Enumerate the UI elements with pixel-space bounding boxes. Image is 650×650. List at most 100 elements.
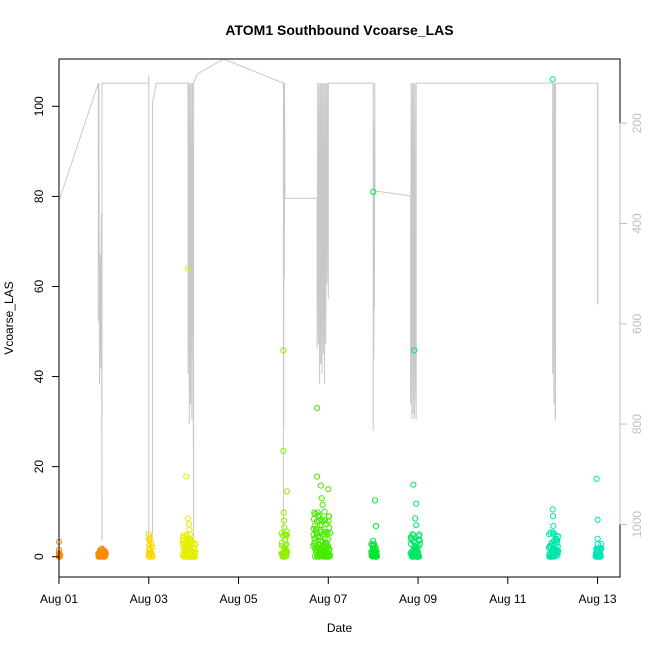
right-tick-label: 1000 bbox=[630, 511, 644, 538]
data-point bbox=[549, 513, 557, 520]
data-point bbox=[371, 497, 379, 504]
data-point bbox=[325, 486, 332, 493]
overlay-line-layer bbox=[59, 59, 599, 546]
y-axis: 0 20 40 60 80 100 bbox=[32, 96, 60, 560]
data-point bbox=[548, 553, 555, 560]
data-point bbox=[324, 544, 331, 551]
data-point bbox=[283, 553, 290, 560]
data-point bbox=[186, 526, 193, 533]
data-point bbox=[323, 540, 330, 547]
data-point bbox=[146, 547, 153, 554]
y-tick-label: 100 bbox=[32, 96, 46, 116]
data-point bbox=[370, 537, 377, 545]
right-tick-label: 400 bbox=[630, 213, 644, 233]
data-point bbox=[314, 405, 321, 412]
data-point bbox=[319, 501, 326, 508]
data-point bbox=[546, 531, 553, 538]
data-point bbox=[281, 536, 289, 543]
data-point bbox=[192, 549, 199, 556]
data-point bbox=[594, 535, 601, 542]
data-point bbox=[101, 553, 108, 560]
data-point bbox=[184, 548, 191, 555]
x-tick-label: Aug 03 bbox=[130, 592, 168, 606]
data-point bbox=[146, 550, 153, 558]
data-point bbox=[282, 550, 289, 558]
data-point bbox=[315, 517, 322, 524]
data-point bbox=[281, 524, 288, 531]
data-point bbox=[280, 447, 287, 454]
data-point bbox=[282, 546, 289, 554]
data-point bbox=[184, 515, 192, 522]
data-point bbox=[280, 517, 288, 524]
y-tick-label: 80 bbox=[32, 189, 46, 203]
data-point bbox=[372, 553, 379, 560]
data-point bbox=[325, 553, 332, 560]
x-axis: Aug 01 Aug 03 Aug 05 Aug 07 Aug 09 Aug 11 Aug … bbox=[40, 576, 617, 606]
data-point bbox=[551, 546, 558, 554]
data-point bbox=[371, 546, 378, 554]
data-point bbox=[146, 534, 153, 541]
data-point bbox=[411, 347, 418, 354]
data-point bbox=[280, 347, 287, 354]
data-point bbox=[187, 535, 194, 542]
data-point bbox=[370, 542, 377, 549]
data-point bbox=[416, 540, 423, 548]
right-tick-label: 200 bbox=[630, 113, 644, 133]
data-point bbox=[325, 513, 333, 520]
data-point bbox=[317, 482, 324, 489]
data-point bbox=[321, 508, 328, 515]
data-point bbox=[316, 522, 323, 529]
data-point bbox=[280, 509, 287, 516]
data-point bbox=[410, 537, 417, 545]
data-point bbox=[410, 481, 417, 488]
data-point bbox=[146, 553, 153, 560]
data-point bbox=[551, 542, 558, 549]
data-point bbox=[411, 543, 418, 550]
data-point bbox=[314, 513, 322, 520]
data-point bbox=[318, 495, 325, 502]
data-point bbox=[412, 515, 419, 522]
y-axis-label: Vcoarse_LAS bbox=[2, 281, 16, 354]
chart-title: ATOM1 Southbound Vcoarse_LAS bbox=[225, 22, 453, 38]
data-point bbox=[184, 542, 191, 549]
y-tick-label: 20 bbox=[32, 460, 46, 474]
data-point bbox=[598, 545, 605, 552]
x-tick-label: Aug 09 bbox=[399, 592, 437, 606]
data-point bbox=[327, 530, 334, 537]
data-point bbox=[284, 488, 291, 495]
data-point bbox=[321, 517, 329, 524]
y-tick-label: 0 bbox=[32, 553, 46, 560]
data-point bbox=[553, 536, 560, 543]
x-axis-label: Date bbox=[327, 621, 353, 635]
x-tick-label: Aug 11 bbox=[489, 592, 526, 606]
data-point bbox=[594, 516, 601, 523]
right-tick-label: 600 bbox=[630, 313, 644, 333]
data-point bbox=[371, 550, 379, 558]
data-point bbox=[414, 553, 421, 560]
data-point bbox=[550, 531, 557, 538]
data-point bbox=[282, 542, 289, 549]
data-point bbox=[183, 473, 190, 480]
plot-frame bbox=[58, 58, 621, 578]
data-point bbox=[191, 553, 198, 560]
x-tick-label: Aug 01 bbox=[40, 592, 78, 606]
data-point bbox=[188, 553, 195, 560]
data-point bbox=[98, 551, 105, 559]
data-point bbox=[593, 475, 600, 482]
y-tick-label: 60 bbox=[32, 280, 46, 294]
data-point bbox=[413, 500, 420, 507]
data-point bbox=[598, 541, 605, 548]
data-point bbox=[326, 524, 333, 531]
data-point bbox=[549, 76, 556, 83]
data-point bbox=[149, 543, 156, 550]
data-point bbox=[322, 535, 329, 542]
right-tick-label: 800 bbox=[630, 414, 644, 434]
data-point bbox=[595, 550, 602, 557]
data-point bbox=[413, 522, 420, 529]
data-point bbox=[595, 553, 602, 560]
data-point bbox=[555, 533, 562, 540]
data-point bbox=[595, 546, 602, 553]
data-point-layer bbox=[55, 76, 605, 560]
y-tick-label: 40 bbox=[32, 370, 46, 384]
